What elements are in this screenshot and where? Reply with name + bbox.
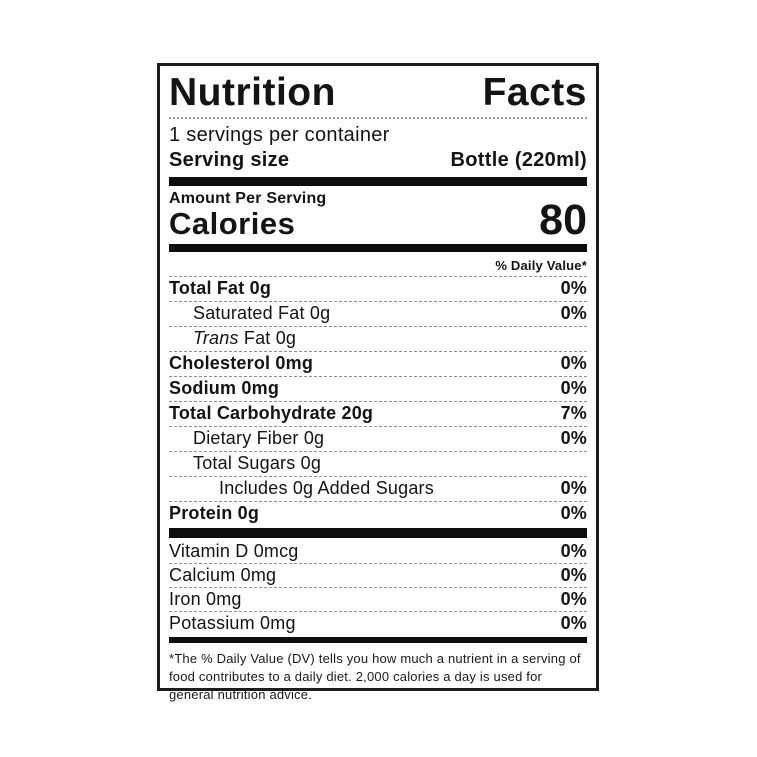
nutrient-row-cholesterol: Cholesterol 0mg 0% (169, 350, 587, 376)
nutrient-name: Sodium 0mg (169, 378, 280, 399)
calories-label: Calories (169, 206, 296, 242)
nutrient-dv: 0% (560, 278, 587, 299)
vitamin-dv: 0% (560, 540, 587, 561)
nutrient-row-total-carbohydrate: Total Carbohydrate 20g 7% (169, 400, 587, 426)
nutrient-row-saturated-fat: Saturated Fat 0g 0% (169, 300, 587, 326)
vitamin-name: Vitamin D 0mcg (169, 540, 299, 561)
vitamin-dv: 0% (560, 612, 587, 633)
nutrient-dv: 0% (560, 428, 587, 449)
vitamin-name: Potassium 0mg (169, 612, 296, 633)
nutrient-name: Includes 0g Added Sugars (219, 478, 434, 499)
nutrient-name: Dietary Fiber 0g (193, 428, 325, 449)
nutrient-dv: 0% (560, 353, 587, 374)
vitamin-row-calcium: Calcium 0mg 0% (169, 562, 587, 587)
serving-size-value: Bottle (220ml) (450, 149, 587, 172)
daily-value-footnote: *The % Daily Value (DV) tells you how mu… (169, 650, 581, 703)
nutrient-name: Total Carbohydrate 20g (169, 403, 374, 424)
vitamin-dv: 0% (560, 588, 587, 609)
daily-value-header: % Daily Value* (495, 257, 587, 273)
separator-bar-bottom (169, 636, 587, 643)
nutrient-dv: 0% (560, 478, 587, 499)
nutrient-name: Cholesterol 0mg (169, 353, 314, 374)
vitamin-row-vitamin-d: Vitamin D 0mcg 0% (169, 540, 587, 563)
nutrient-dv: 7% (560, 403, 587, 424)
vitamin-row-potassium: Potassium 0mg 0% (169, 610, 587, 635)
nutrient-name: Protein 0g (169, 503, 260, 524)
nutrient-name: Saturated Fat 0g (193, 303, 331, 324)
serving-size-label: Serving size (169, 149, 290, 172)
title-word-facts: Facts (482, 71, 587, 114)
trans-rest: Fat 0g (238, 328, 297, 349)
nutrient-name: Trans Fat 0g (169, 328, 296, 349)
vitamin-dv: 0% (560, 564, 587, 585)
calories-block: Amount Per Serving Calories 80 (169, 189, 587, 241)
nutrient-name: Total Sugars 0g (193, 453, 322, 474)
vitamin-row-iron: Iron 0mg 0% (169, 586, 587, 611)
calories-left: Amount Per Serving Calories (169, 189, 326, 241)
nutrient-row-trans-fat: Trans Fat 0g (169, 325, 587, 351)
title-word-nutrition: Nutrition (169, 71, 336, 114)
vitamin-name: Iron 0mg (169, 588, 242, 609)
calories-value: 80 (539, 195, 587, 244)
nutrient-dv: 0% (560, 503, 587, 524)
separator-bar-calories (169, 243, 587, 252)
nutrient-row-total-sugars: Total Sugars 0g (169, 450, 587, 476)
nutrition-facts-label: Nutrition Facts 1 servings per container… (157, 63, 599, 702)
separator-bar-thick (169, 177, 587, 187)
nutrient-row-protein: Protein 0g 0% (169, 500, 587, 526)
amount-per-serving-label: Amount Per Serving (169, 190, 327, 208)
trans-italic: Trans (193, 328, 239, 349)
nutrient-row-sodium: Sodium 0mg 0% (169, 375, 587, 401)
nutrient-dv: 0% (560, 378, 587, 399)
separator-bar-protein (169, 527, 587, 538)
nutrient-row-dietary-fiber: Dietary Fiber 0g 0% (169, 425, 587, 451)
vitamin-name: Calcium 0mg (169, 564, 277, 585)
nutrient-row-total-fat: Total Fat 0g 0% (169, 275, 587, 301)
nutrient-dv: 0% (560, 303, 587, 324)
nutrient-row-added-sugars: Includes 0g Added Sugars 0% (169, 475, 587, 501)
serving-size-row: Serving size Bottle (220ml) (169, 147, 587, 176)
label-title: Nutrition Facts (169, 71, 587, 120)
nutrient-name: Total Fat 0g (169, 278, 272, 299)
servings-per-container: 1 servings per container (169, 124, 390, 147)
